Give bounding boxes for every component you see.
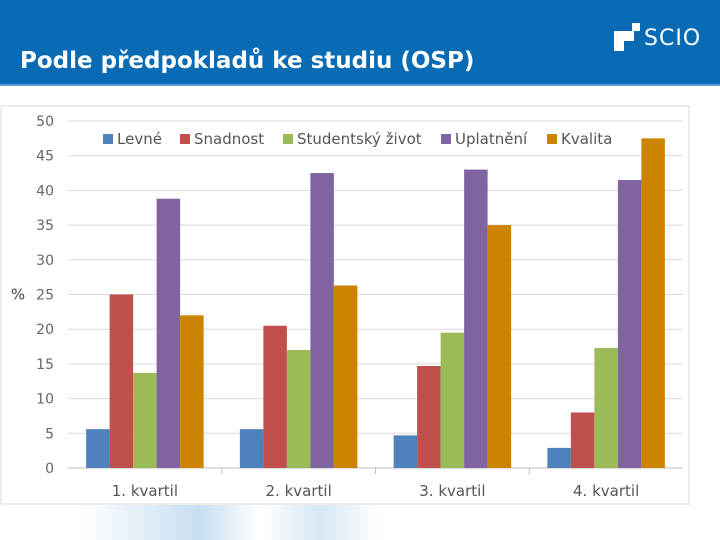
y-axis-label: % <box>11 286 25 304</box>
header-bar: Podle předpokladů ke studiu (OSP) SCIO <box>0 0 720 84</box>
x-category-label: 1. kvartil <box>112 482 178 500</box>
y-tick-label: 45 <box>36 149 54 165</box>
bar <box>440 332 465 468</box>
bar <box>333 285 358 468</box>
bar <box>310 173 334 469</box>
legend-label: Uplatnění <box>455 130 528 148</box>
legend-swatch <box>283 134 293 144</box>
bar <box>286 350 311 468</box>
legend-label: Snadnost <box>194 130 264 148</box>
y-tick-label: 20 <box>36 322 54 338</box>
slide-title: Podle předpokladů ke studiu (OSP) <box>20 48 475 74</box>
y-tick-label: 10 <box>36 392 54 408</box>
bar <box>239 429 264 468</box>
y-tick-label: 0 <box>45 461 54 477</box>
y-tick-label: 5 <box>45 426 54 442</box>
y-tick-label: 15 <box>36 357 54 373</box>
bar <box>133 372 157 468</box>
decorative-gradient <box>80 505 380 540</box>
legend-swatch <box>441 134 451 144</box>
y-tick-label: 40 <box>36 183 54 199</box>
bar <box>617 179 642 468</box>
bar-chart: 0 5 10 15 20 25 30 35 40 45 50% 1. kvartil 2. kvarti… <box>0 105 690 505</box>
legend-label: Studentský život <box>297 130 422 148</box>
y-tick-label: 25 <box>36 288 54 304</box>
x-category-label: 2. kvartil <box>266 482 332 500</box>
scio-logo-icon <box>614 23 642 53</box>
header-divider <box>0 84 720 86</box>
bar <box>156 198 181 468</box>
bar <box>641 138 665 468</box>
bar <box>594 347 618 468</box>
bar <box>180 315 204 468</box>
bar <box>86 429 110 468</box>
legend-swatch <box>547 134 557 144</box>
y-tick-label: 30 <box>36 253 54 269</box>
bar <box>417 365 441 468</box>
bar <box>547 447 571 468</box>
bar <box>487 225 512 468</box>
scio-logo: SCIO <box>614 20 714 56</box>
bar <box>570 412 595 468</box>
x-category-label: 4. kvartil <box>573 482 639 500</box>
bar <box>109 294 134 468</box>
legend-swatch <box>103 134 113 144</box>
x-category-label: 3. kvartil <box>419 482 485 500</box>
bar <box>464 169 488 468</box>
bar <box>393 435 418 468</box>
bar <box>263 325 287 468</box>
logo-text: SCIO <box>644 25 702 51</box>
legend-label: Levné <box>117 130 162 148</box>
legend-label: Kvalita <box>561 130 612 148</box>
y-tick-label: 35 <box>36 218 54 234</box>
y-tick-label: 50 <box>36 114 54 130</box>
legend-swatch <box>180 134 190 144</box>
chart-frame <box>0 105 690 505</box>
